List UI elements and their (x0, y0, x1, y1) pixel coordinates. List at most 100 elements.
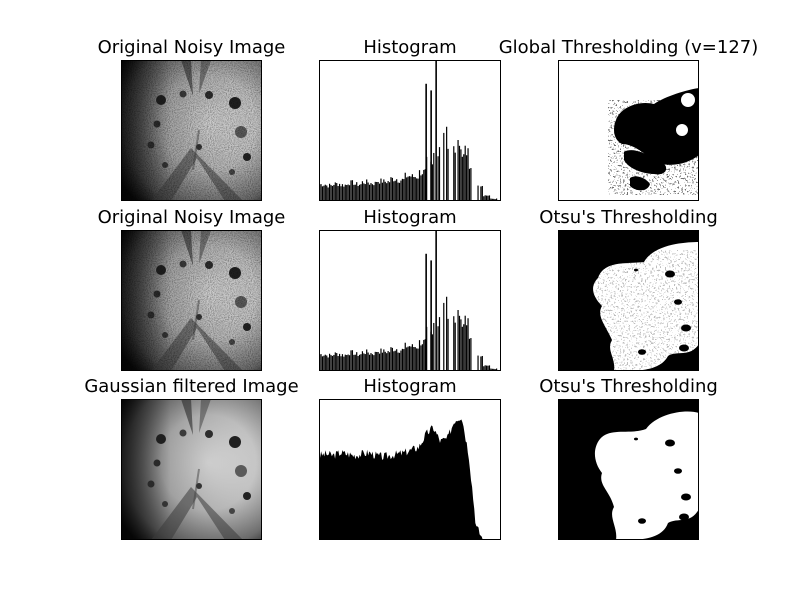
histogram-bar (376, 181, 378, 201)
histogram-peak (435, 60, 437, 201)
histogram-bar (420, 175, 422, 201)
otsu-spot (674, 468, 682, 474)
histogram-bar (487, 365, 489, 371)
histogram-bar (353, 184, 355, 201)
histogram-bar (461, 326, 463, 371)
histogram-bar (484, 365, 486, 371)
histogram-bar (363, 353, 365, 371)
histogram-bar (457, 140, 459, 201)
histogram-bar (438, 317, 441, 371)
histogram-bar (324, 184, 326, 201)
histogram-bar (360, 184, 362, 201)
histogram-area (319, 419, 501, 540)
histogram-bar (467, 148, 469, 201)
histogram-bar (348, 355, 351, 371)
otsu-spot (638, 518, 646, 524)
subplot-title: Original Noisy Image (98, 37, 286, 58)
histogram-bar (358, 184, 361, 201)
histogram-bar (383, 349, 385, 371)
histogram-bar (323, 185, 325, 201)
histogram-bar (466, 325, 468, 371)
histogram-bar (406, 347, 408, 371)
histogram-bar (466, 155, 468, 201)
otsu-spot (665, 439, 675, 447)
histogram-bar (401, 348, 403, 371)
histogram-bar (393, 351, 395, 371)
histogram-bar (336, 183, 338, 201)
histogram-bar (400, 180, 402, 201)
histogram-bar (344, 354, 346, 371)
histogram-bar (328, 353, 331, 371)
subplot-title: Gaussian filtered Image (84, 376, 298, 397)
histogram-bar (488, 195, 491, 201)
histogram-bar (396, 179, 398, 201)
histogram-bar (366, 349, 368, 371)
histogram-bar (378, 353, 381, 371)
histogram-bar (486, 195, 488, 201)
histogram-bar (358, 354, 361, 371)
histogram-bar (431, 164, 433, 201)
histogram-bar (477, 185, 479, 201)
histogram-bar (468, 338, 471, 371)
histogram-bar (340, 186, 342, 201)
histogram-bar (320, 184, 322, 201)
histogram-bar (457, 310, 459, 371)
histogram-bar (348, 185, 351, 201)
histogram-bar (398, 352, 401, 371)
histogram-bar (333, 184, 335, 201)
histogram-bar (418, 170, 421, 201)
noise-overlay (121, 60, 262, 201)
histogram-bar (413, 177, 415, 201)
subplot-6: Otsu's Thresholding (539, 207, 718, 371)
histogram-bar (403, 179, 405, 201)
histogram-bar (371, 354, 374, 371)
noise-overlay (121, 230, 262, 371)
otsu-spot (634, 437, 638, 441)
histogram-bar (453, 316, 455, 371)
histogram-bar (408, 176, 411, 201)
histogram-bar (360, 354, 362, 371)
histogram-bar (411, 344, 413, 371)
histogram-bar (340, 356, 342, 371)
histogram-bar (337, 356, 339, 371)
histogram-bar (390, 347, 392, 371)
histogram-bar (477, 355, 479, 371)
histogram-bar (368, 184, 371, 201)
axes-frame (121, 399, 262, 540)
histogram-bar (338, 353, 341, 371)
histogram-bar (420, 345, 422, 371)
histogram-bar (370, 183, 372, 201)
histogram-bar (437, 156, 439, 201)
histogram-bar (376, 351, 378, 371)
histogram-bar (447, 148, 449, 201)
histogram-bar (391, 177, 393, 201)
histogram-bar (331, 355, 334, 371)
histogram-bar (423, 169, 425, 201)
histogram-bar (361, 351, 364, 371)
threshold-hole (676, 124, 688, 136)
histogram-bar (321, 356, 324, 371)
histogram-bar (347, 184, 349, 201)
histogram-bar (386, 183, 388, 201)
histogram-bar (337, 186, 339, 201)
histogram-bar (407, 176, 409, 201)
histogram-bar (487, 195, 489, 201)
histogram-bar (383, 179, 385, 201)
histogram-bar (433, 152, 435, 201)
histogram-bar (470, 168, 472, 201)
subplot-title: Histogram (363, 37, 456, 58)
histogram-bar (446, 126, 448, 201)
histogram-bar (404, 342, 406, 371)
histogram-bar (418, 340, 421, 371)
histogram-bar (417, 348, 419, 371)
histogram-bar (346, 185, 348, 201)
subplot-9: Otsu's Thresholding (539, 376, 718, 540)
histogram-bar (330, 355, 332, 371)
histogram-bar (327, 357, 329, 371)
histogram-bar (387, 181, 389, 201)
histogram-bar (468, 168, 471, 201)
histogram-bar (464, 145, 466, 201)
histogram-bar (370, 353, 372, 371)
histogram-bar (341, 354, 344, 371)
